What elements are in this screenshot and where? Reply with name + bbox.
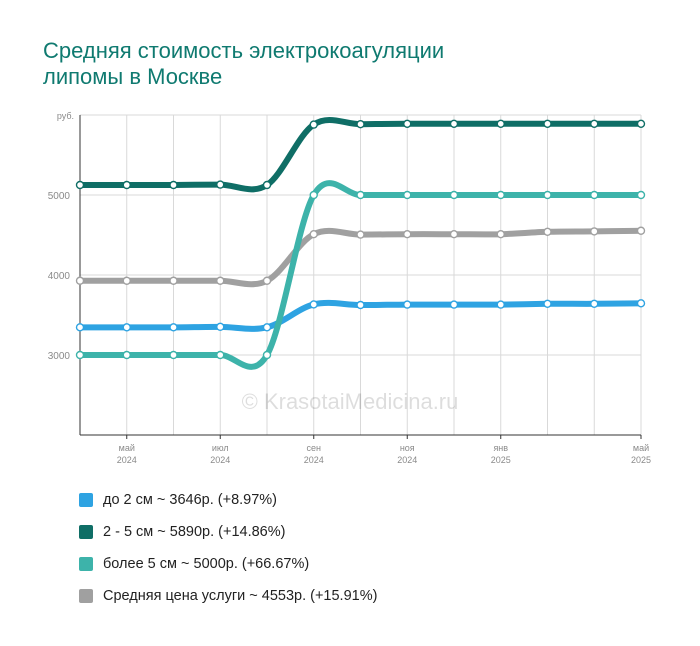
data-point-series-2 <box>75 180 85 190</box>
data-point-series-1 <box>590 299 599 308</box>
legend-label-series-2: 2 - 5 см ~ 5890р. (+14.86%) <box>103 524 286 540</box>
series-4 <box>75 226 646 288</box>
data-point-series-3 <box>636 190 646 200</box>
data-point-series-2 <box>262 180 272 190</box>
legend-swatch-series-2 <box>79 525 93 539</box>
x-tick-label-year: 2025 <box>631 455 651 465</box>
data-point-series-4 <box>543 227 552 237</box>
chart-title: Средняя стоимость электрокоагуляции липо… <box>43 38 444 90</box>
series-1 <box>75 299 646 332</box>
x-tick-label-month: янв <box>493 443 508 453</box>
data-point-series-3 <box>356 190 365 200</box>
y-tick-label: 5000 <box>48 191 71 202</box>
data-point-series-1 <box>636 299 646 308</box>
data-point-series-1 <box>216 322 225 332</box>
series-3 <box>75 180 646 370</box>
data-point-series-1 <box>403 300 412 309</box>
data-point-series-2 <box>122 180 131 190</box>
data-point-series-2 <box>403 119 412 129</box>
data-point-series-2 <box>356 119 365 129</box>
data-point-series-4 <box>216 276 225 285</box>
data-point-series-3 <box>262 350 272 360</box>
y-tick-label: 4000 <box>48 271 71 282</box>
data-point-series-4 <box>309 229 318 239</box>
data-point-series-3 <box>169 350 178 360</box>
data-point-series-2 <box>543 119 552 129</box>
data-point-series-4 <box>122 276 131 285</box>
chart-title-line-2: липомы в Москве <box>43 64 223 89</box>
data-point-series-4 <box>496 229 505 239</box>
watermark: © KrasotaiMedicina.ru <box>241 389 459 414</box>
x-tick-label-year: 2024 <box>117 455 137 465</box>
legend-swatch-series-3 <box>79 557 93 571</box>
chart-title-line-1: Средняя стоимость электрокоагуляции <box>43 38 445 63</box>
data-point-series-2 <box>636 119 646 129</box>
x-tick-label-year: 2025 <box>491 455 511 465</box>
data-point-series-4 <box>262 276 272 285</box>
data-point-series-3 <box>590 190 599 200</box>
y-tick-label: 3000 <box>48 351 71 362</box>
data-point-series-4 <box>75 276 85 285</box>
x-tick-label-month: сен <box>307 443 322 453</box>
data-point-series-4 <box>169 276 178 285</box>
data-point-series-4 <box>449 229 459 239</box>
legend-item-series-3[interactable]: более 5 см ~ 5000р. (+66.67%) <box>79 548 377 580</box>
legend-item-series-2[interactable]: 2 - 5 см ~ 5890р. (+14.86%) <box>79 516 377 548</box>
data-point-series-3 <box>309 190 318 200</box>
data-point-series-1 <box>122 323 131 332</box>
data-point-series-4 <box>356 230 365 239</box>
x-tick-label-month: ноя <box>400 443 415 453</box>
data-point-series-1 <box>449 300 459 309</box>
series-2 <box>75 117 646 193</box>
data-point-series-2 <box>590 119 599 129</box>
legend-item-series-1[interactable]: до 2 см ~ 3646р. (+8.97%) <box>79 484 377 516</box>
data-point-series-3 <box>75 350 85 360</box>
data-point-series-4 <box>636 226 646 235</box>
data-point-series-4 <box>590 227 599 236</box>
legend-swatch-series-1 <box>79 493 93 507</box>
data-point-series-3 <box>216 350 225 360</box>
data-point-series-1 <box>262 323 272 332</box>
data-point-series-1 <box>543 299 552 308</box>
data-point-series-3 <box>496 190 505 200</box>
data-point-series-2 <box>496 119 505 129</box>
data-point-series-2 <box>309 120 318 129</box>
legend-label-series-1: до 2 см ~ 3646р. (+8.97%) <box>103 492 278 508</box>
legend-label-series-4: Средняя цена услуги ~ 4553р. (+15.91%) <box>103 588 378 604</box>
data-point-series-2 <box>216 180 225 189</box>
x-tick-label-year: 2024 <box>210 455 230 465</box>
data-point-series-1 <box>356 300 365 310</box>
x-tick-label-year: 2024 <box>397 455 417 465</box>
data-point-series-2 <box>169 180 178 190</box>
data-point-series-3 <box>403 190 412 200</box>
data-point-series-1 <box>309 300 318 309</box>
data-point-series-3 <box>449 190 459 200</box>
legend-label-series-3: более 5 см ~ 5000р. (+66.67%) <box>103 556 310 572</box>
y-unit-label: руб. <box>57 111 74 121</box>
x-tick-label-month: май <box>633 443 649 453</box>
data-point-series-3 <box>122 350 131 360</box>
data-point-series-2 <box>449 119 459 129</box>
x-tick-label-month: июл <box>212 443 229 453</box>
legend-item-series-4[interactable]: Средняя цена услуги ~ 4553р. (+15.91%) <box>79 580 377 612</box>
legend: до 2 см ~ 3646р. (+8.97%) 2 - 5 см ~ 589… <box>79 484 377 612</box>
x-tick-label-month: май <box>119 443 135 453</box>
x-tick-label-year: 2024 <box>304 455 324 465</box>
data-point-series-1 <box>169 323 178 332</box>
legend-swatch-series-4 <box>79 589 93 603</box>
data-point-series-3 <box>543 190 552 200</box>
data-point-series-1 <box>75 323 85 332</box>
data-point-series-4 <box>403 229 412 239</box>
data-point-series-1 <box>496 300 505 309</box>
